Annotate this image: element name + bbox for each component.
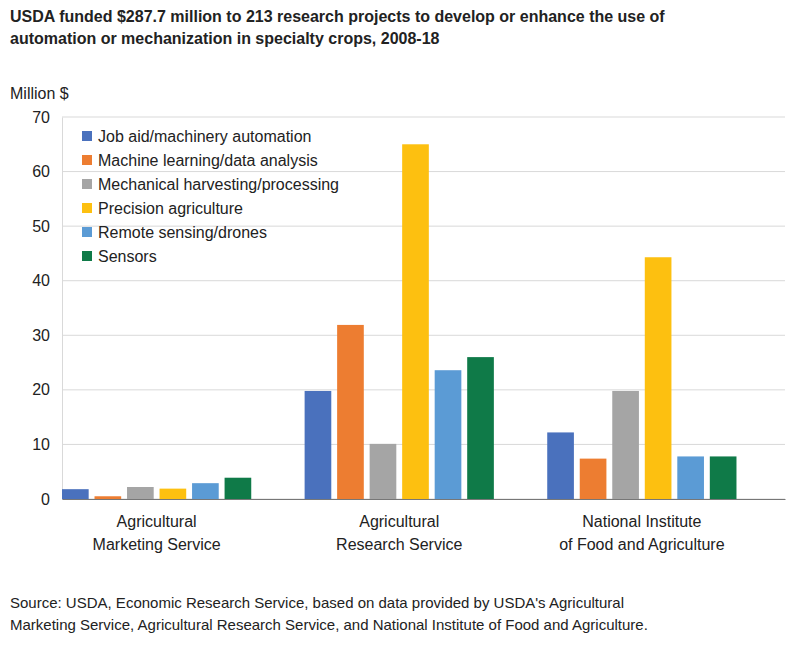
y-tick: 70 [32, 109, 62, 126]
y-tick: 50 [32, 218, 62, 235]
text-line: National Institute [582, 513, 701, 530]
legend-item: Precision agriculture [82, 200, 243, 217]
y-axis-line [62, 118, 63, 500]
legend-label: Remote sensing/drones [98, 224, 267, 241]
legend-label: Precision agriculture [98, 200, 243, 217]
bar [467, 357, 494, 499]
y-tick-label: 30 [32, 327, 50, 344]
y-tick: 30 [32, 327, 62, 344]
bar [160, 489, 187, 499]
source: Source: USDA, Economic Research Service,… [10, 594, 648, 633]
plot: 0 10 20 30 40 50 60 70 Agricultural Marketing Ser… [32, 109, 785, 553]
series [225, 357, 737, 499]
series [160, 144, 672, 499]
legend: Job aid/machinery automation Machine lear… [82, 128, 339, 265]
bar [192, 483, 219, 499]
bars [62, 144, 736, 499]
x-axis-line [63, 499, 786, 500]
legend-swatch [82, 227, 92, 237]
bar [337, 325, 364, 499]
bar [580, 459, 607, 499]
title: USDA funded $287.7 million to 213 resear… [10, 8, 665, 47]
legend-item: Job aid/machinery automation [82, 128, 311, 145]
y-tick-label: 70 [32, 109, 50, 126]
series [62, 391, 574, 499]
grid-line [62, 117, 785, 118]
x-tick-label: National Institute of Food and Agricultur… [559, 513, 725, 553]
y-tick: 60 [32, 163, 62, 180]
text-line: USDA funded $287.7 million to 213 resear… [10, 8, 665, 25]
y-axis: 0 10 20 30 40 50 60 70 [32, 109, 62, 508]
legend-swatch [82, 131, 92, 141]
x-tick-label: Agricultural Research Service [336, 513, 462, 553]
bar [645, 257, 672, 499]
text-line: of Food and Agriculture [559, 536, 725, 553]
legend-swatch [82, 203, 92, 213]
x-tick-label: Agricultural Marketing Service [93, 513, 221, 553]
bar [305, 391, 332, 499]
legend-item: Mechanical harvesting/processing [82, 176, 339, 193]
y-tick-label: 20 [32, 381, 50, 398]
text-line: Agricultural [117, 513, 197, 530]
bar [435, 370, 462, 499]
legend-label: Sensors [98, 248, 157, 265]
series [127, 391, 639, 499]
y-tick-label: 10 [32, 436, 50, 453]
text-line: Source: USDA, Economic Research Service,… [10, 594, 624, 611]
bar [62, 489, 89, 499]
chart: USDA funded $287.7 million to 213 resear… [0, 0, 800, 645]
bar [402, 144, 429, 499]
legend-swatch [82, 155, 92, 165]
y-tick: 0 [41, 491, 62, 508]
bar [710, 456, 737, 499]
bar [225, 478, 252, 499]
y-tick-label: 60 [32, 163, 50, 180]
y-tick-label: 40 [32, 272, 50, 289]
legend-item: Sensors [82, 248, 157, 265]
y-axis-title: Million $ [10, 85, 69, 102]
bar [95, 496, 122, 499]
grid [62, 117, 785, 499]
text-line: Agricultural [359, 513, 439, 530]
legend-label: Job aid/machinery automation [98, 128, 311, 145]
text-line: Research Service [336, 536, 462, 553]
x-axis: AgriculturalMarketing ServiceAgricultura… [63, 499, 786, 553]
legend-label: Machine learning/data analysis [98, 152, 318, 169]
bar [547, 432, 574, 499]
legend-swatch [82, 251, 92, 261]
y-tick-label: 50 [32, 218, 50, 235]
x-tick: National Institute of Food and Agricultur… [559, 499, 725, 553]
y-tick: 10 [32, 436, 62, 453]
legend-item: Remote sensing/drones [82, 224, 267, 241]
y-tick: 40 [32, 272, 62, 289]
text-line: automation or mechanization in specialty… [10, 30, 440, 47]
x-tick: Agricultural Marketing Service [93, 499, 221, 553]
legend-label: Mechanical harvesting/processing [98, 176, 339, 193]
bar [127, 487, 154, 499]
text-line: Marketing Service [93, 536, 221, 553]
bar [677, 456, 704, 499]
x-tick: Agricultural Research Service [336, 499, 462, 553]
legend-swatch [82, 179, 92, 189]
y-tick: 20 [32, 381, 62, 398]
bar [370, 444, 397, 499]
bar [612, 391, 639, 499]
text-line: Marketing Service, Agricultural Research… [10, 616, 648, 633]
legend-item: Machine learning/data analysis [82, 152, 318, 169]
series [95, 325, 607, 499]
series [192, 370, 704, 499]
y-tick-label: 0 [41, 491, 50, 508]
